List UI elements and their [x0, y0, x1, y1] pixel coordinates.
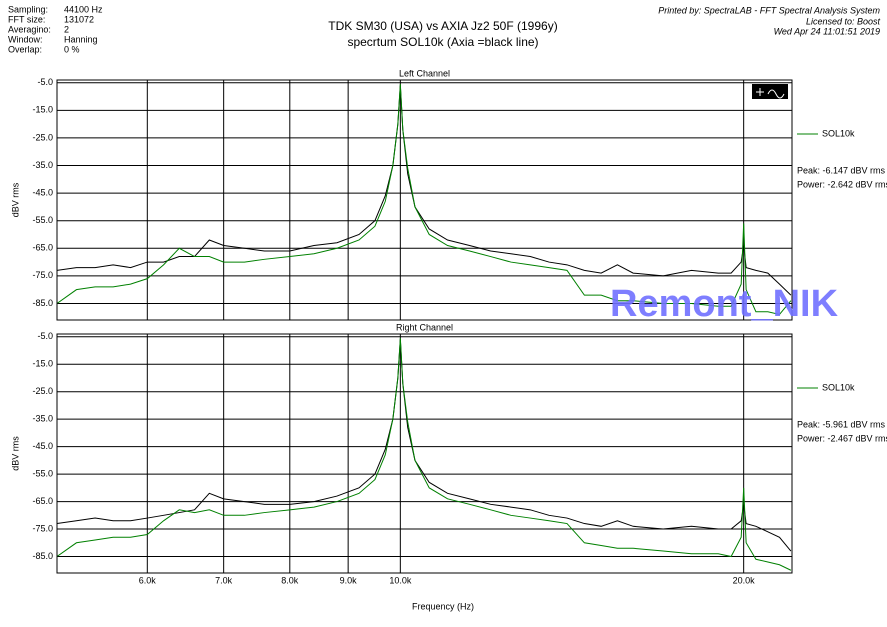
setting-value: 0 %	[64, 44, 80, 54]
plot-frame	[56, 79, 793, 321]
x-tick-label: 20.0k	[733, 575, 756, 585]
settings: Sampling: 44100 Hz FFT size: 131072 Averagin…	[8, 4, 103, 54]
x-tick-label: 9.0k	[340, 575, 358, 585]
x-tick-label: 10.0k	[389, 575, 412, 585]
print-date: Wed Apr 24 11:01:51 2019	[774, 26, 880, 36]
setting-value: 44100 Hz	[64, 4, 103, 14]
y-tick-label: -45.0	[32, 441, 53, 451]
annotation: Peak: -5.961 dBV rms	[797, 419, 886, 429]
y-tick-label: -85.0	[32, 298, 53, 308]
annotation: Peak: -6.147 dBV rms	[797, 165, 886, 175]
licensed-to: Licensed to: Boost	[806, 16, 881, 26]
annotation: Power: -2.467 dBV rms	[797, 433, 887, 443]
x-tick-label: 8.0k	[281, 575, 299, 585]
plots: Left Channel dBV rms -5.0 -15.0 -25.0 -35.0 -4…	[10, 68, 887, 611]
chart: Right Channel dBV rms Frequency (Hz) -5.0 -1…	[10, 322, 887, 611]
chart-title: Left Channel	[399, 68, 450, 78]
legend-label: SOL10k	[822, 128, 855, 138]
y-tick-label: -55.0	[32, 468, 53, 478]
spectrum-line	[57, 84, 792, 316]
x-tick-label: 7.0k	[215, 575, 233, 585]
setting-label: Sampling:	[8, 4, 48, 14]
watermark: Remont_NIK	[610, 283, 839, 325]
y-tick-label: -15.0	[32, 359, 53, 369]
setting-label: Window:	[8, 34, 43, 44]
y-tick-label: -5.0	[37, 331, 53, 341]
printed-by: Printed by: SpectraLAB - FFT Spectral An…	[658, 5, 880, 15]
setting-label: Averagino:	[8, 24, 51, 34]
y-axis-label: dBV rms	[10, 436, 20, 471]
y-tick-label: -85.0	[32, 551, 53, 561]
setting-label: FFT size:	[8, 14, 45, 24]
chart-title: Right Channel	[396, 322, 453, 332]
annotation: Power: -2.642 dBV rms	[797, 179, 887, 189]
y-tick-label: -5.0	[37, 77, 53, 87]
setting-value: 2	[64, 24, 69, 34]
x-axis-label: Frequency (Hz)	[412, 601, 474, 611]
spectrum-line	[57, 339, 792, 552]
y-axis-label: dBV rms	[10, 182, 20, 217]
plot-frame	[56, 333, 793, 574]
y-tick-label: -25.0	[32, 386, 53, 396]
y-tick-label: -45.0	[32, 187, 53, 197]
setting-value: Hanning	[64, 34, 98, 44]
legend-label: SOL10k	[822, 382, 855, 392]
setting-label: Overlap:	[8, 44, 42, 54]
spectrum-line	[57, 85, 792, 296]
chart: Left Channel dBV rms -5.0 -15.0 -25.0 -35.0 -4…	[10, 68, 887, 321]
legend-icon	[752, 84, 788, 99]
y-tick-label: -75.0	[32, 523, 53, 533]
y-tick-label: -35.0	[32, 160, 53, 170]
y-tick-label: -65.0	[32, 496, 53, 506]
main-title: TDK SM30 (USA) vs AXIA Jz2 50F (1996y)	[328, 19, 557, 33]
y-tick-label: -65.0	[32, 243, 53, 253]
icon-glyph	[756, 88, 785, 99]
y-tick-label: -55.0	[32, 215, 53, 225]
y-tick-label: -75.0	[32, 270, 53, 280]
y-tick-label: -35.0	[32, 414, 53, 424]
x-tick-label: 6.0k	[139, 575, 157, 585]
y-tick-label: -25.0	[32, 132, 53, 142]
y-tick-label: -15.0	[32, 105, 53, 115]
subtitle: specrtum SOL10k (Axia =black line)	[347, 35, 538, 49]
setting-value: 131072	[64, 14, 94, 24]
spectrum-line	[57, 338, 792, 571]
